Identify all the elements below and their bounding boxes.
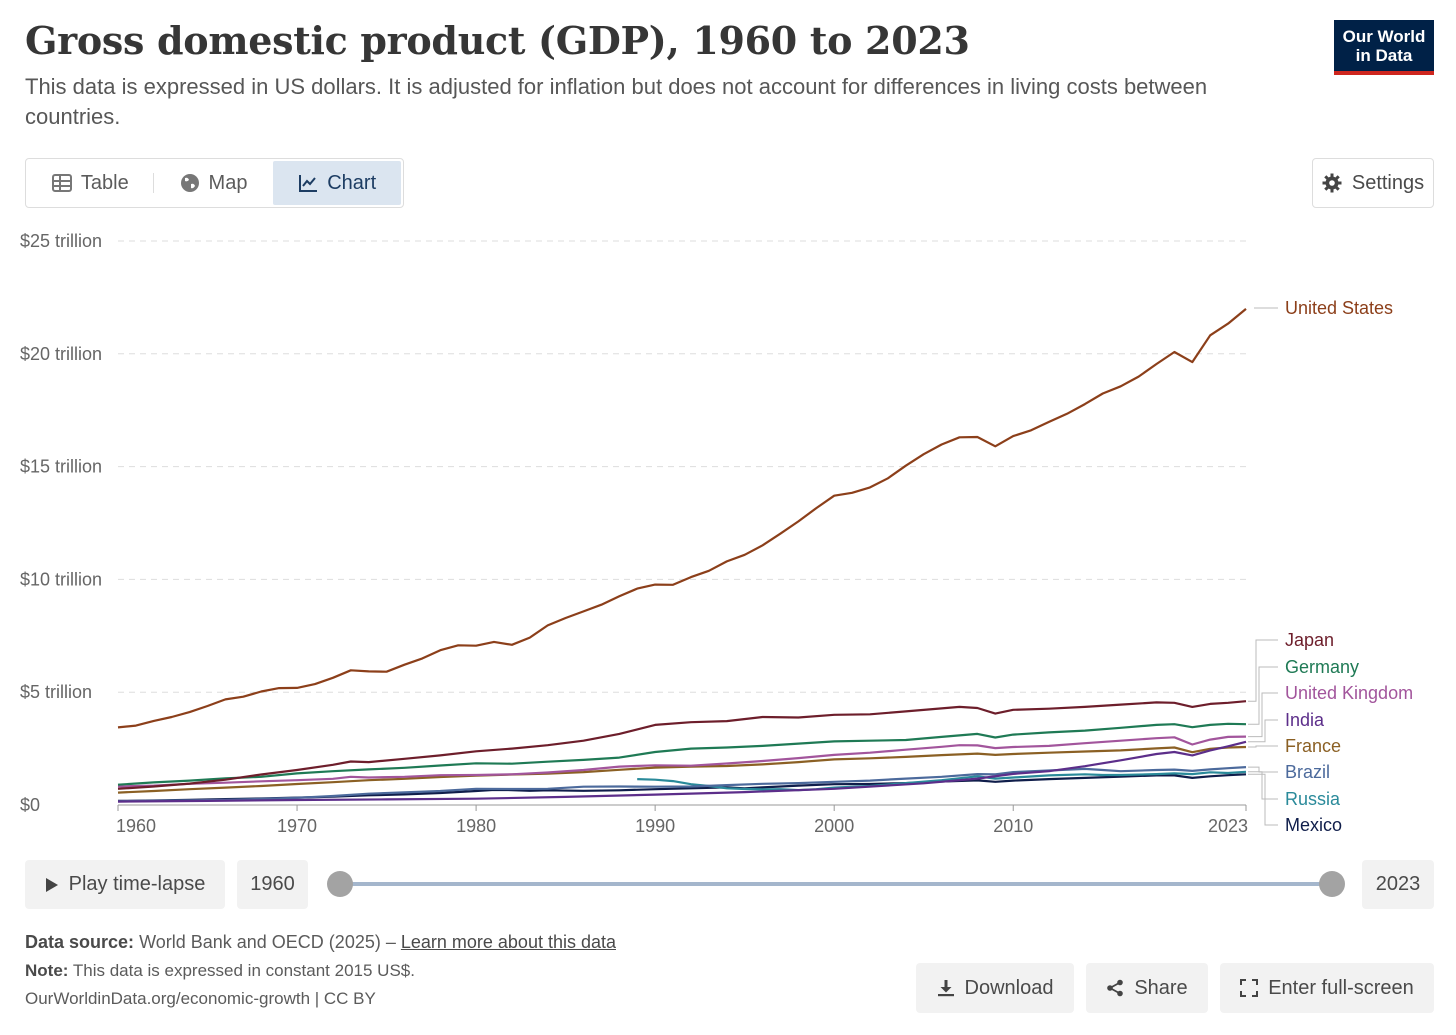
legend-connector	[1248, 692, 1278, 738]
x-tick-label: 2000	[814, 816, 854, 836]
chart-title: Gross domestic product (GDP), 1960 to 20…	[25, 18, 970, 63]
y-tick-label: $20 trillion	[20, 344, 102, 364]
expand-icon	[1240, 979, 1259, 997]
gear-icon	[1322, 173, 1342, 193]
x-tick-label: 2023	[1208, 816, 1248, 836]
download-button[interactable]: Download	[916, 963, 1074, 1013]
timeline-slider-track[interactable]	[340, 882, 1332, 886]
series-line-india	[117, 740, 1247, 803]
data-source-text: World Bank and OECD (2025) –	[139, 932, 401, 952]
share-label: Share	[1134, 976, 1188, 999]
download-label: Download	[964, 976, 1054, 999]
x-tick-label: 2010	[993, 816, 1033, 836]
legend-connector	[1248, 719, 1278, 743]
x-tick-label: 1990	[635, 816, 675, 836]
play-timelapse-button[interactable]: Play time-lapse	[25, 860, 225, 909]
logo-line-1: Our World	[1342, 27, 1426, 46]
download-icon	[937, 980, 954, 997]
data-source-line: Data source: World Bank and OECD (2025) …	[25, 932, 616, 953]
series-line-united-states	[117, 308, 1247, 729]
legend-label-russia: Russia	[1285, 789, 1341, 809]
legend-connector	[1248, 639, 1278, 702]
series-line-russia	[637, 770, 1247, 792]
legend-label-germany: Germany	[1285, 657, 1359, 677]
y-tick-label: $5 trillion	[20, 682, 92, 702]
gdp-line-chart: $0 $5 trillion $10 trillion $15 trillion $20…	[20, 231, 1413, 836]
timeline-start-handle[interactable]	[327, 871, 353, 897]
table-icon	[51, 174, 72, 192]
play-timelapse-label: Play time-lapse	[68, 873, 206, 895]
legend-label-mexico: Mexico	[1285, 815, 1342, 835]
chart-subtitle: This data is expressed in US dollars. It…	[25, 74, 1208, 129]
logo-line-2: in Data	[1355, 46, 1413, 65]
legend-label-brazil: Brazil	[1285, 762, 1330, 782]
note-line: Note: This data is expressed in constant…	[25, 961, 415, 981]
tab-map-label: Map	[208, 171, 248, 194]
fullscreen-label: Enter full-screen	[1268, 976, 1414, 999]
tab-map[interactable]: Map	[154, 161, 274, 205]
tab-table[interactable]: Table	[28, 161, 153, 205]
legend-label-united-kingdom: United Kingdom	[1285, 683, 1413, 703]
owid-logo[interactable]: Our World in Data	[1334, 20, 1434, 75]
tab-chart-label: Chart	[327, 171, 377, 194]
series-line-brazil	[117, 766, 1247, 803]
legend-label-india: India	[1285, 710, 1325, 730]
source-url: OurWorldinData.org/economic-growth | CC …	[25, 989, 376, 1008]
legend-connector	[1248, 771, 1278, 800]
series-line-japan	[117, 700, 1247, 790]
y-tick-label: $15 trillion	[20, 457, 102, 477]
legend-label-united-states: United States	[1285, 298, 1393, 318]
x-tick-label: 1980	[456, 816, 496, 836]
legend-label-france: France	[1285, 736, 1341, 756]
data-source-label: Data source:	[25, 932, 135, 952]
y-tick-label: $25 trillion	[20, 231, 102, 251]
note-text: This data is expressed in constant 2015 …	[72, 961, 415, 980]
timeline-end-year[interactable]: 2023	[1362, 860, 1434, 909]
series-line-france	[117, 745, 1247, 794]
y-tick-label: $0	[20, 795, 40, 815]
tab-table-label: Table	[80, 171, 129, 194]
legend-connector	[1248, 766, 1278, 773]
play-icon	[45, 877, 58, 892]
series-line-united-kingdom	[117, 735, 1247, 788]
share-button[interactable]: Share	[1086, 963, 1208, 1013]
tab-chart[interactable]: Chart	[273, 161, 401, 205]
legend-connector	[1248, 666, 1278, 725]
view-tabs: Table Map Chart	[25, 158, 404, 208]
x-tick-label: 1960	[116, 816, 156, 836]
timeline-start-year[interactable]: 1960	[237, 860, 308, 909]
globe-icon	[180, 174, 199, 192]
line-chart-icon	[299, 175, 318, 192]
legend-connector	[1248, 745, 1278, 748]
legend-label-japan: Japan	[1285, 630, 1334, 650]
learn-more-link[interactable]: Learn more about this data	[400, 932, 616, 952]
timeline-end-handle[interactable]	[1319, 871, 1345, 897]
note-label: Note:	[25, 961, 69, 980]
share-icon	[1107, 979, 1124, 997]
x-tick-label: 1970	[277, 816, 317, 836]
y-tick-label: $10 trillion	[20, 569, 102, 589]
settings-button[interactable]: Settings	[1312, 158, 1434, 208]
legend-connector	[1248, 773, 1278, 826]
fullscreen-button[interactable]: Enter full-screen	[1220, 963, 1434, 1013]
tab-divider	[152, 173, 154, 193]
series-line-germany	[117, 722, 1247, 786]
settings-label: Settings	[1351, 171, 1425, 194]
